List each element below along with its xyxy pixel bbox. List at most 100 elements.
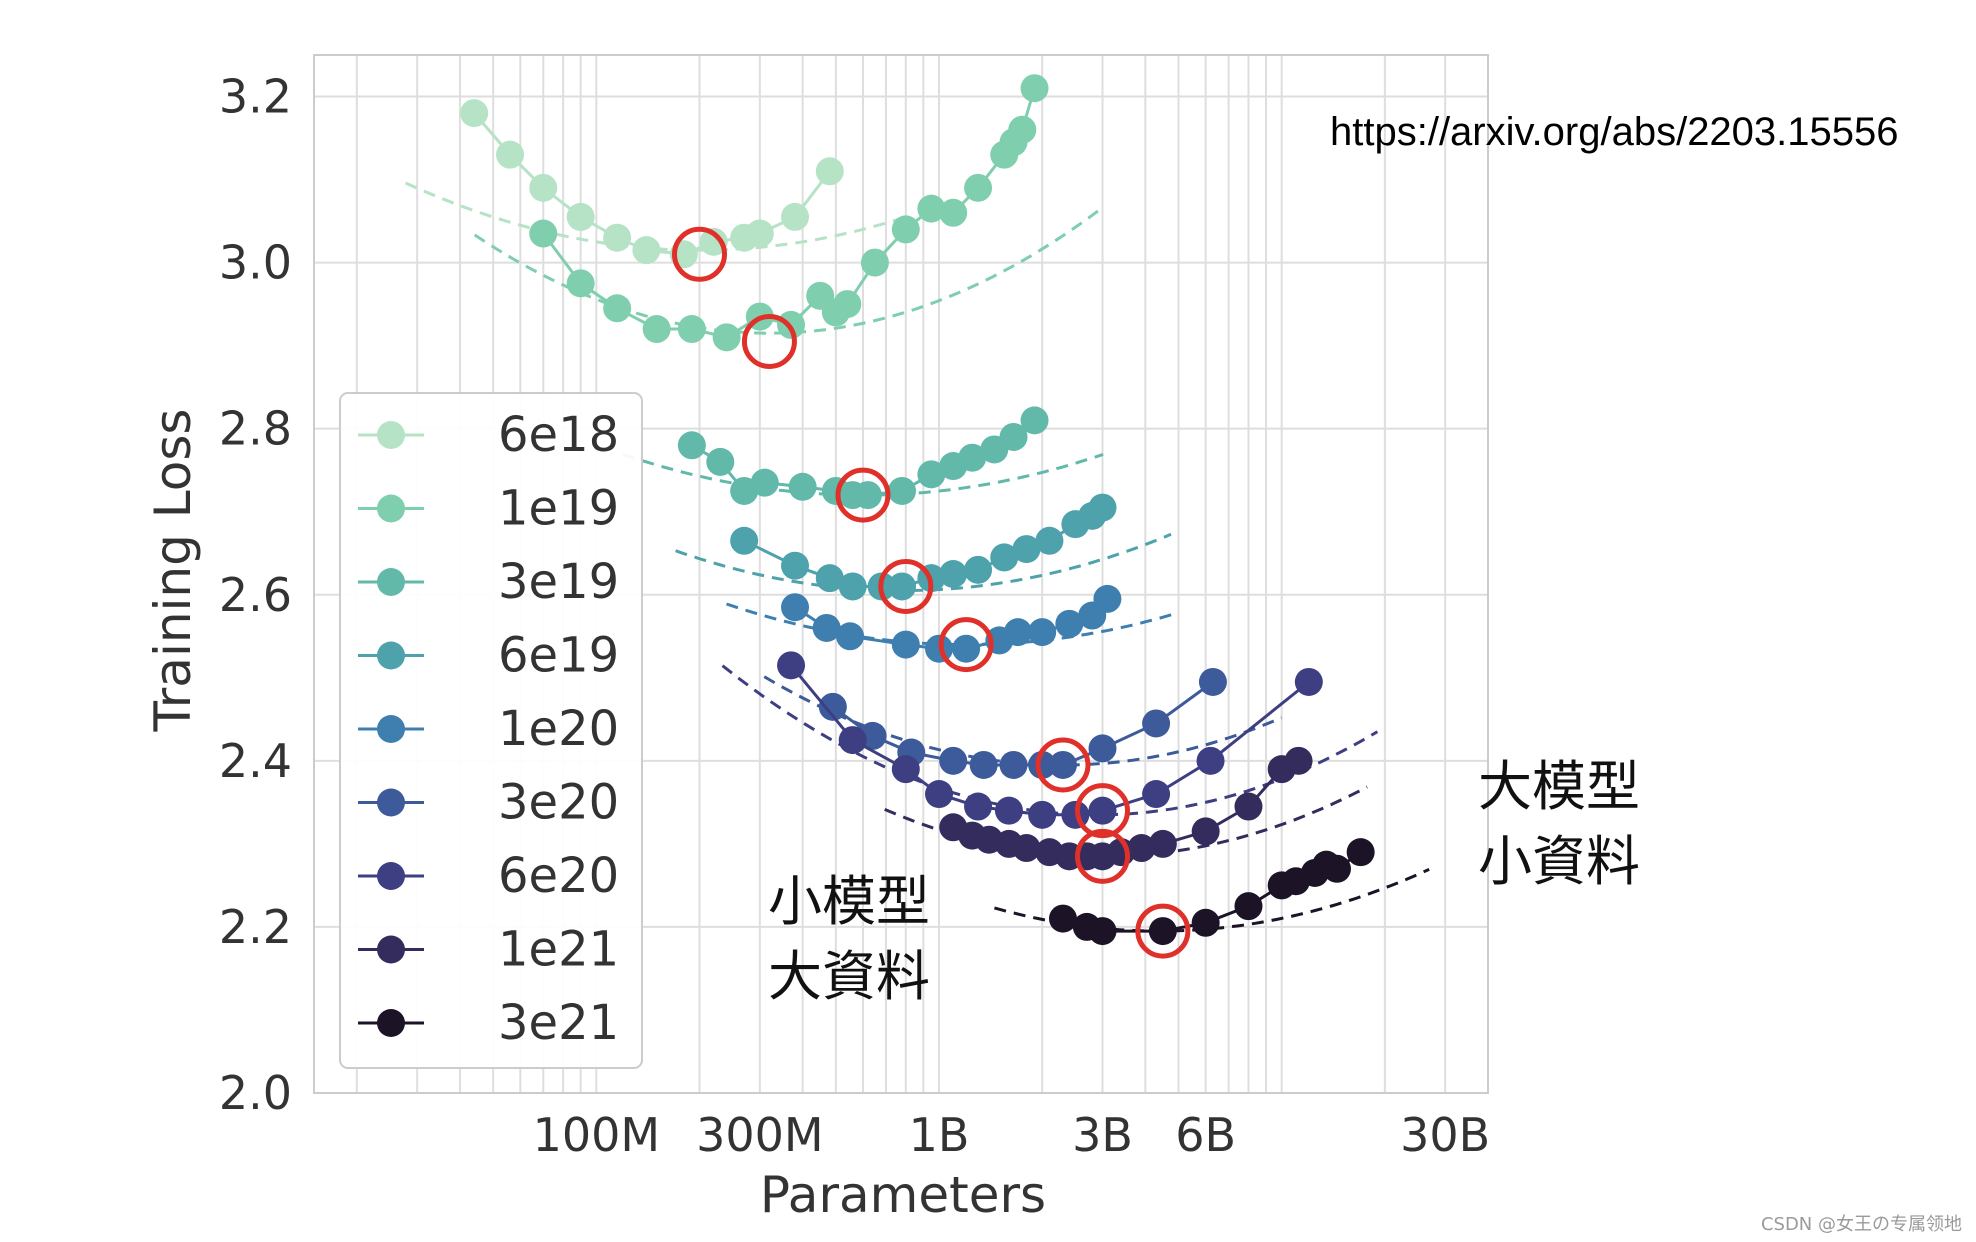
y-tick-label: 2.4 [219,734,292,788]
annotation-big-data: 大資料 [768,945,930,1008]
data-point-6e20 [1142,780,1171,809]
series-1e19 [473,74,1104,352]
data-point-6e18 [460,99,489,128]
data-point-1e21 [1012,834,1041,863]
series-3e20 [763,667,1283,779]
data-point-3e20 [1048,750,1077,779]
legend-swatch-marker [377,862,405,890]
data-point-6e20 [994,796,1023,825]
series-6e20 [721,651,1379,829]
data-point-3e21 [1048,904,1077,933]
legend-entry-6e20: 6e20 [358,848,619,904]
annotation-small-data: 小資料 [1478,830,1640,893]
y-tick-label: 3.0 [219,236,292,290]
data-point-6e19 [730,526,759,555]
data-point-1e20 [1028,618,1057,647]
data-point-1e19 [529,219,558,248]
optimum-marker-6e20 [1075,783,1131,839]
data-point-3e19 [917,460,946,489]
legend-entry-3e21: 3e21 [358,995,619,1051]
y-axis-label: Training Loss [144,409,202,733]
data-point-6e20 [1028,800,1057,829]
data-point-6e20 [777,651,806,680]
data-point-6e19 [888,572,917,601]
data-point-1e21 [1191,817,1220,846]
data-point-6e20 [891,755,920,784]
legend-swatch-marker [377,935,405,964]
y-tick-label: 2.0 [219,1066,292,1120]
data-point-3e19 [888,476,917,505]
annotation-small-model: 小模型 [768,870,930,933]
data-point-3e19 [1020,406,1049,435]
data-point-6e19 [838,572,867,601]
data-point-3e19 [750,468,779,497]
data-point-3e20 [1088,734,1117,763]
data-point-6e18 [496,140,525,169]
data-point-3e19 [788,472,817,501]
legend-label: 3e19 [498,554,619,610]
data-point-1e19 [891,215,920,244]
data-point-1e19 [860,248,889,277]
legend-label: 6e19 [498,628,619,684]
data-point-1e21 [1234,792,1263,821]
legend-box [339,392,643,1069]
fit-curve-3e21 [994,868,1430,933]
legend: 6e18 1e19 3e19 6e19 1e20 3e20 6e20 1e21 3e21 [339,392,643,1069]
annotation-big-model: 大模型 [1478,755,1640,818]
fit-curve-3e20 [763,675,1283,767]
data-point-6e19 [1088,493,1117,522]
x-tick-label: 1B [909,1108,970,1162]
legend-label: 6e20 [498,848,619,904]
legend-entry-3e19: 3e19 [358,554,619,610]
data-point-6e19 [1035,526,1064,555]
data-point-6e20 [964,792,993,821]
data-point-6e19 [964,555,993,584]
legend-entry-3e20: 3e20 [358,775,619,831]
data-point-6e20 [1088,796,1117,825]
data-point-1e21 [1284,746,1313,775]
legend-label: 1e21 [498,922,619,978]
data-point-3e21 [1191,908,1220,937]
data-point-6e18 [745,219,774,248]
data-point-3e20 [1198,667,1227,696]
data-point-1e21 [1127,834,1156,863]
data-point-3e20 [818,692,847,721]
legend-swatch-marker [377,494,405,523]
data-point-3e20 [969,750,998,779]
data-point-1e19 [712,323,741,352]
data-point-6e18 [529,173,558,202]
data-point-6e18 [815,157,844,186]
x-tick-label: 30B [1400,1108,1490,1162]
data-point-1e20 [952,634,981,663]
x-tick-label: 300M [696,1108,824,1162]
legend-label: 6e18 [498,407,619,463]
data-point-6e18 [699,227,728,256]
fit-curve-6e19 [675,532,1172,593]
data-point-3e19 [706,447,735,476]
legend-swatch-marker [377,1009,405,1037]
data-point-3e21 [1148,917,1177,946]
data-point-6e19 [815,564,844,593]
data-point-1e21 [1148,829,1177,858]
data-point-3e21 [1234,892,1263,921]
data-point-6e19 [939,560,968,588]
x-tick-label: 6B [1175,1108,1236,1162]
data-point-3e19 [677,431,706,460]
data-point-1e19 [939,198,968,227]
optimum-marker-1e20 [938,617,994,673]
legend-swatch-marker [377,641,405,670]
data-point-3e19 [999,422,1028,451]
series-line-6e18 [473,112,831,256]
data-point-6e18 [632,236,661,265]
series-1e20 [726,584,1177,663]
series-1e21 [884,746,1368,871]
data-point-3e20 [1028,750,1057,779]
x-axis-label: Parameters [760,1166,1046,1224]
legend-label: 1e19 [498,481,619,537]
series-3e19 [622,406,1104,510]
data-point-1e19 [917,194,946,223]
legend-entry-6e19: 6e19 [358,628,619,684]
legend-entry-6e18: 6e18 [358,407,619,463]
fit-curve-6e20 [721,664,1379,817]
